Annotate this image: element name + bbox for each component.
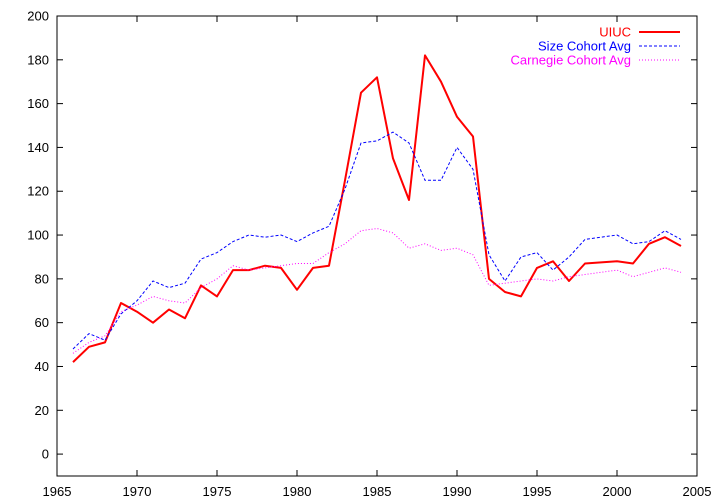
y-tick-label: 0 xyxy=(42,447,49,462)
x-tick-label: 1985 xyxy=(363,484,392,499)
legend-label: UIUC xyxy=(599,25,631,40)
legend-label: Size Cohort Avg xyxy=(538,39,631,54)
x-tick-label: 1990 xyxy=(443,484,472,499)
series-line-1 xyxy=(72,131,682,350)
y-tick-label: 80 xyxy=(35,271,49,286)
legend-label: Carnegie Cohort Avg xyxy=(511,53,631,68)
x-tick-label: 1995 xyxy=(523,484,552,499)
x-tick-label: 1965 xyxy=(43,484,72,499)
y-tick-label: 40 xyxy=(35,359,49,374)
y-tick-label: 140 xyxy=(27,140,49,155)
y-tick-label: 180 xyxy=(27,52,49,67)
x-tick-label: 1970 xyxy=(123,484,152,499)
y-tick-label: 200 xyxy=(27,9,49,24)
series-line-2 xyxy=(72,228,682,354)
plot-frame xyxy=(56,15,698,477)
x-tick-label: 2000 xyxy=(603,484,632,499)
x-tick-label: 1980 xyxy=(283,484,312,499)
x-tick-label: 2005 xyxy=(683,484,712,499)
y-tick-label: 120 xyxy=(27,184,49,199)
x-tick-label: 1975 xyxy=(203,484,232,499)
y-tick-label: 20 xyxy=(35,403,49,418)
axis-ticks xyxy=(56,15,698,476)
axis-tick-labels: 1965 1970 1975 1980 1985 1990 1995 2000 2005 0 20 4… xyxy=(27,9,711,500)
series-line-0 xyxy=(72,54,682,363)
y-tick-label: 160 xyxy=(27,96,49,111)
series-lines xyxy=(72,54,682,363)
y-tick-label: 60 xyxy=(35,315,49,330)
y-tick-label: 100 xyxy=(27,228,49,243)
